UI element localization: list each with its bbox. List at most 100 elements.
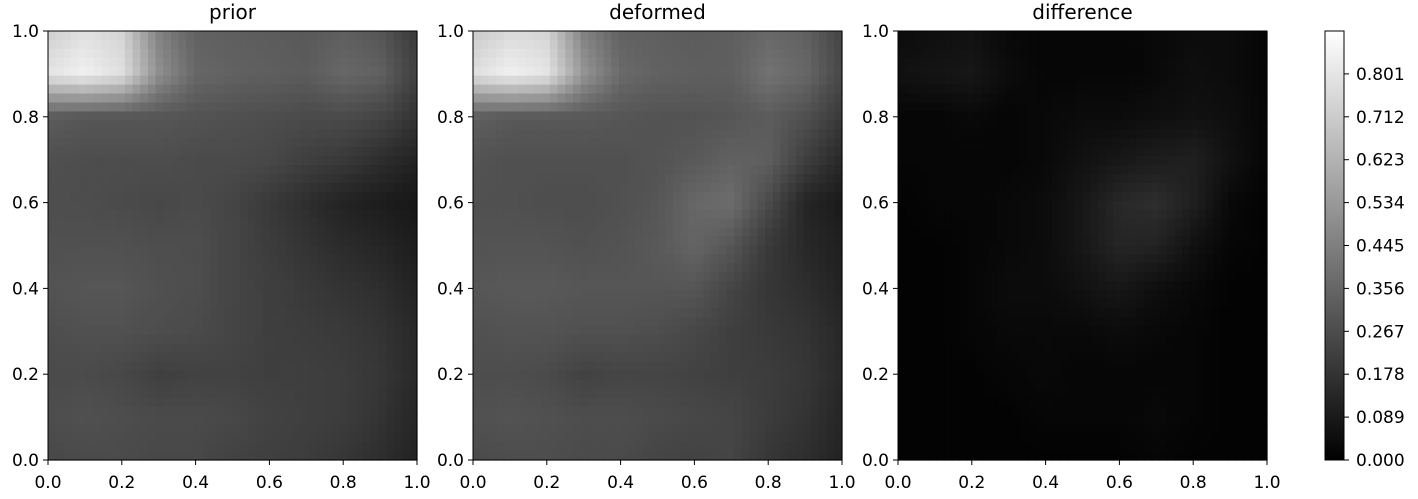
heatmap-cell xyxy=(301,129,310,139)
heatmap-cell xyxy=(811,93,820,104)
heatmap-cell xyxy=(565,31,574,41)
heatmap-cell xyxy=(48,84,57,95)
heatmap-cell xyxy=(401,397,410,407)
heatmap-cell xyxy=(155,102,164,113)
heatmap-cell xyxy=(657,209,666,220)
heatmap-cell xyxy=(386,93,395,104)
heatmap-cell xyxy=(324,299,334,309)
heatmap-cell xyxy=(132,156,141,166)
heatmap-cell xyxy=(642,254,651,264)
heatmap-cell xyxy=(386,334,395,345)
heatmap-cell xyxy=(488,57,497,68)
heatmap-cell xyxy=(101,39,111,50)
heatmap-cell xyxy=(317,343,326,354)
heatmap-cell xyxy=(488,272,497,282)
heatmap-cell xyxy=(78,317,88,327)
heatmap-cell xyxy=(795,370,805,381)
heatmap-cell xyxy=(503,254,513,264)
heatmap-cell xyxy=(317,415,326,425)
heatmap-cell xyxy=(401,379,410,390)
heatmap-cell xyxy=(496,352,505,363)
heatmap-cell xyxy=(340,120,349,130)
heatmap-cell xyxy=(171,281,180,291)
heatmap-cell xyxy=(186,218,195,229)
heatmap-cell xyxy=(596,93,605,104)
heatmap-cell xyxy=(473,308,482,318)
heatmap-cell xyxy=(565,209,574,220)
heatmap-cell xyxy=(140,379,149,390)
heatmap-cell xyxy=(163,299,172,309)
heatmap-cell xyxy=(672,48,682,59)
heatmap-cell xyxy=(665,245,674,256)
heatmap-cell xyxy=(247,182,257,193)
heatmap-cell xyxy=(818,48,828,59)
heatmap-cell xyxy=(247,75,257,86)
heatmap-cell xyxy=(488,263,497,273)
heatmap-cell xyxy=(749,111,759,121)
heatmap-cell xyxy=(588,102,597,113)
heatmap-cell xyxy=(340,290,349,300)
heatmap-cell xyxy=(1243,57,1253,68)
heatmap-cell xyxy=(503,299,513,309)
heatmap-cell xyxy=(703,317,712,327)
heatmap-cell xyxy=(217,325,226,336)
heatmap-cell xyxy=(94,200,103,211)
heatmap-cell xyxy=(803,102,812,113)
heatmap-cell xyxy=(124,451,134,461)
heatmap-cell xyxy=(94,84,103,95)
heatmap-cell xyxy=(905,31,914,41)
heatmap-cell xyxy=(370,317,380,327)
heatmap-cell xyxy=(178,200,187,211)
heatmap-cell xyxy=(186,200,195,211)
heatmap-cell xyxy=(672,93,682,104)
heatmap-cell xyxy=(834,442,843,452)
heatmap-cell xyxy=(140,227,149,238)
heatmap-cell xyxy=(232,39,241,50)
heatmap-cell xyxy=(734,406,743,416)
heatmap-cell xyxy=(171,361,180,372)
heatmap-cell xyxy=(982,39,991,50)
heatmap-cell xyxy=(811,254,820,264)
heatmap-cell xyxy=(270,200,280,211)
heatmap-cell xyxy=(765,352,774,363)
heatmap-cell xyxy=(634,442,643,452)
heatmap-cell xyxy=(171,31,180,41)
heatmap-cell xyxy=(619,165,628,175)
heatmap-cell xyxy=(370,57,380,68)
heatmap-cell xyxy=(936,75,945,86)
heatmap-cell xyxy=(240,379,249,390)
heatmap-cell xyxy=(409,102,418,113)
heatmap-cell xyxy=(109,317,118,327)
heatmap-cell xyxy=(549,361,559,372)
heatmap-cell xyxy=(519,245,528,256)
heatmap-cell xyxy=(409,406,418,416)
heatmap-cell xyxy=(757,352,766,363)
heatmap-cell xyxy=(155,209,164,220)
heatmap-cell xyxy=(503,433,513,443)
heatmap-cell xyxy=(726,290,735,300)
heatmap-cell xyxy=(1228,84,1237,95)
heatmap-cell xyxy=(78,334,88,345)
heatmap-cell xyxy=(826,424,835,434)
heatmap-cell xyxy=(147,290,157,300)
heatmap-cell xyxy=(642,191,651,202)
heatmap-cell xyxy=(171,57,180,68)
heatmap-cell xyxy=(1182,84,1191,95)
heatmap-cell xyxy=(480,84,489,95)
heatmap-cell xyxy=(1205,31,1214,41)
heatmap-cell xyxy=(780,120,789,130)
heatmap-cell xyxy=(772,209,782,220)
heatmap-cell xyxy=(665,424,674,434)
heatmap-cell xyxy=(565,57,574,68)
heatmap-cell xyxy=(649,120,659,130)
heatmap-cell xyxy=(680,272,689,282)
heatmap-cell xyxy=(363,39,372,50)
heatmap-cell xyxy=(240,191,249,202)
heatmap-cell xyxy=(519,218,528,229)
heatmap-cell xyxy=(78,227,88,238)
heatmap-cell xyxy=(649,93,659,104)
heatmap-cell xyxy=(347,272,357,282)
heatmap-cell xyxy=(603,379,612,390)
heatmap-cell xyxy=(393,272,403,282)
heatmap-cell xyxy=(270,388,280,399)
